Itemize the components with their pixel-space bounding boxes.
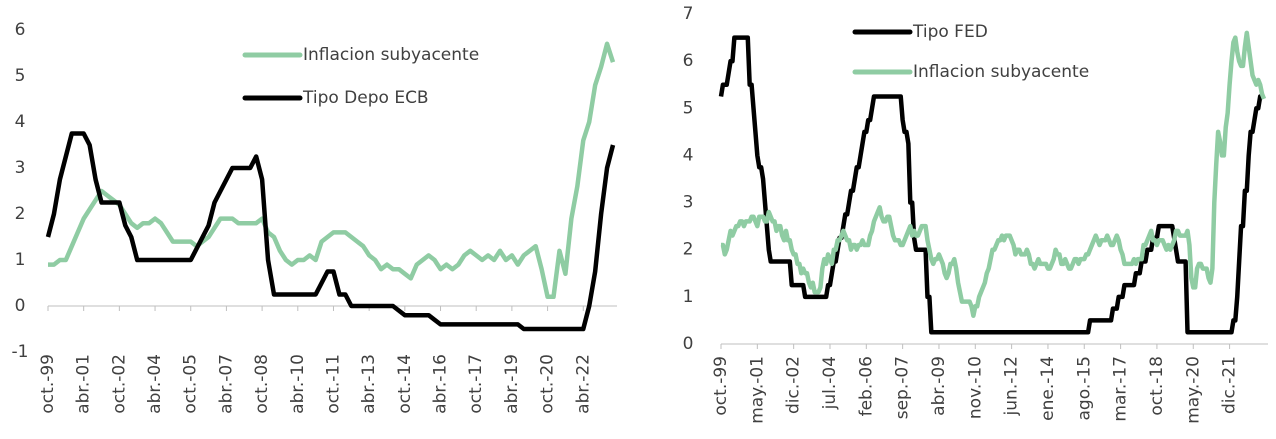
x-tick-label: may.-01 <box>747 356 767 424</box>
y-tick-label: 2 <box>683 240 694 260</box>
x-tick-label: abr.-16 <box>431 354 451 414</box>
x-tick-label: oct.-18 <box>1147 356 1167 416</box>
legend-label: Tipo FED <box>912 22 988 42</box>
x-tick-label: abr.-07 <box>216 354 236 414</box>
chart-panel: -1 0 1 2 3 4 5 6 oct.-99 abr.-01 oct.-02 abr.-04 oct… <box>12 20 617 414</box>
x-tick-label: may.-20 <box>1183 356 1203 424</box>
series-line <box>48 41 616 300</box>
x-tick-label: abr.-10 <box>288 354 308 414</box>
x-tick-label: mar.-17 <box>1111 356 1131 422</box>
x-tick-label: jul.-04 <box>820 356 840 410</box>
y-tick-label: 0 <box>683 334 694 354</box>
y-tick-label: 6 <box>683 51 694 71</box>
x-tick-label: abr.-13 <box>359 354 379 414</box>
legend-label: Inflacion subyacente <box>303 45 479 65</box>
y-tick-label: 3 <box>683 193 694 213</box>
chart-panel: 0 1 2 3 4 5 6 7 oct.-99 may.-01 dic.-02 jul.-04 feb.… <box>683 4 1268 424</box>
x-tick-label: ene.-14 <box>1038 356 1058 421</box>
y-tick-label: 5 <box>15 66 26 86</box>
x-tick-label: oct.-11 <box>323 354 343 414</box>
y-tick-label: 2 <box>15 204 26 224</box>
x-tick-label: oct.-02 <box>109 354 129 414</box>
x-tick-label: abr.-01 <box>74 354 94 414</box>
x-tick-label: abr.-04 <box>145 354 165 414</box>
x-tick-label: nov.-10 <box>965 356 985 419</box>
series-line <box>720 30 1267 318</box>
x-tick-label: dic.-21 <box>1220 356 1240 414</box>
x-tick-label: oct.-17 <box>466 354 486 414</box>
series-line <box>45 131 616 332</box>
y-tick-label: 4 <box>15 112 26 132</box>
y-tick-label: 0 <box>15 296 26 316</box>
series-line <box>718 35 1263 335</box>
x-tick-label: oct.-99 <box>38 354 58 414</box>
y-tick-label: 1 <box>683 287 694 307</box>
y-tick-label: 3 <box>15 158 26 178</box>
y-tick-label: 7 <box>683 4 694 24</box>
x-tick-label: abr.-09 <box>929 356 949 416</box>
x-tick-label: oct.-08 <box>252 354 272 414</box>
x-tick-label: oct.-20 <box>538 354 558 414</box>
x-tick-label: jun.-12 <box>1002 356 1022 416</box>
x-tick-label: abr.-22 <box>573 354 593 414</box>
x-tick-label: oct.-05 <box>181 354 201 414</box>
y-tick-label: 5 <box>683 98 694 118</box>
x-tick-label: dic.-02 <box>784 356 804 414</box>
y-tick-label: -1 <box>12 342 29 362</box>
x-tick-label: oct.-99 <box>711 356 731 416</box>
x-tick-label: ago.-15 <box>1074 356 1094 420</box>
x-tick-label: oct.-14 <box>395 354 415 414</box>
y-tick-label: 6 <box>15 20 26 40</box>
y-tick-label: 1 <box>15 250 26 270</box>
x-tick-label: abr.-19 <box>502 354 522 414</box>
x-tick-label: feb.-06 <box>856 356 876 416</box>
legend-label: Tipo Depo ECB <box>302 88 429 108</box>
legend-label: Inflacion subyacente <box>913 62 1089 82</box>
y-tick-label: 4 <box>683 145 694 165</box>
x-tick-label: sep.-07 <box>893 356 913 419</box>
